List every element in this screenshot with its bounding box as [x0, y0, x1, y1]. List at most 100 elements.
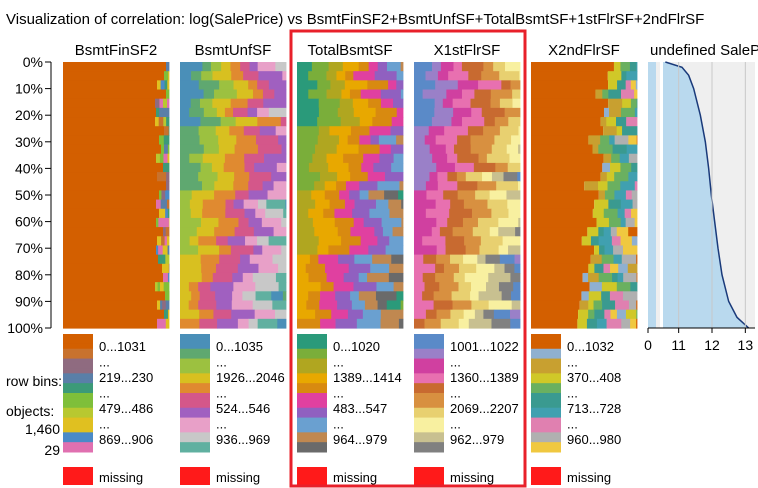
- legend-swatch: [180, 427, 210, 433]
- heatmap-cell: [603, 208, 618, 219]
- heatmap-cell: [317, 245, 329, 256]
- heatmap-cell: [414, 107, 435, 118]
- heatmap-cell: [368, 98, 382, 109]
- heatmap-cell: [531, 135, 589, 146]
- legend-label: ...: [333, 386, 344, 401]
- legend-swatch: [531, 363, 561, 369]
- heatmap-cell: [308, 291, 321, 302]
- heatmap-cell: [315, 144, 338, 155]
- legend-swatch: [297, 368, 327, 374]
- heatmap-cell: [161, 172, 167, 182]
- heatmap-cell: [325, 263, 350, 274]
- heatmap-cell: [471, 282, 487, 292]
- legend-label: ...: [99, 355, 110, 370]
- heatmap-cell: [627, 263, 638, 274]
- heatmap-cell: [518, 126, 521, 136]
- heatmap-cell: [156, 199, 162, 210]
- heatmap-cell: [244, 162, 255, 173]
- heatmap-cell: [164, 309, 169, 320]
- heatmap-cell: [63, 263, 162, 274]
- heatmap-cell: [471, 300, 490, 311]
- saleprice-header: undefined SalePrice: [650, 42, 758, 59]
- heatmap-cell: [318, 126, 330, 136]
- heatmap-cell: [450, 199, 465, 210]
- heatmap-cell: [488, 272, 511, 283]
- heatmap-cell: [297, 135, 319, 146]
- heatmap-cell: [338, 254, 355, 265]
- legend-swatch: [414, 388, 444, 394]
- heatmap-cell: [588, 272, 600, 283]
- heatmap-cell: [611, 153, 621, 164]
- heatmap-cell: [336, 181, 347, 192]
- heatmap-cell: [364, 300, 378, 311]
- heatmap-cell: [247, 98, 264, 109]
- heatmap-cell: [164, 217, 167, 228]
- row-tick-label: 60%: [15, 214, 43, 230]
- heatmap-cell: [508, 208, 521, 219]
- heatmap-cell: [493, 309, 511, 320]
- heatmap-cell: [425, 309, 437, 320]
- heatmap-cell: [600, 172, 608, 182]
- heatmap-cell: [200, 217, 219, 228]
- heatmap-cell: [326, 71, 337, 81]
- heatmap-cell: [63, 318, 157, 329]
- legend-label: 713...728: [567, 401, 621, 416]
- heatmap-cell: [249, 62, 259, 72]
- heatmap-cell: [252, 89, 264, 100]
- heatmap-cell: [281, 144, 287, 155]
- heatmap-cell: [636, 98, 638, 109]
- heatmap-cell: [636, 62, 638, 72]
- heatmap-cell: [249, 172, 272, 182]
- legend-swatch: [414, 417, 444, 423]
- heatmap-cell: [375, 107, 398, 118]
- heatmap-cell: [601, 282, 618, 292]
- legend-swatch: [63, 358, 93, 364]
- heatmap-cell: [230, 62, 241, 72]
- heatmap-cell: [414, 98, 436, 109]
- heatmap-cell: [323, 208, 335, 219]
- heatmap-cell: [398, 318, 404, 329]
- row-tick-label: 100%: [7, 320, 43, 336]
- heatmap-cell: [380, 89, 402, 100]
- legend-swatch: [180, 383, 210, 389]
- heatmap-cell: [494, 263, 505, 274]
- heatmap-cell: [266, 199, 286, 210]
- legend-swatch: [180, 363, 210, 369]
- heatmap-cell: [440, 62, 454, 72]
- heatmap-cell: [461, 89, 475, 100]
- heatmap-cell: [414, 291, 423, 302]
- heatmap-cell: [628, 135, 638, 146]
- heatmap-cell: [281, 217, 287, 228]
- heatmap-cell: [352, 208, 370, 219]
- heatmap-cell: [257, 318, 278, 329]
- heatmap-cell: [359, 190, 369, 201]
- heatmap-cell: [594, 245, 600, 256]
- heatmap-cell: [493, 62, 506, 72]
- heatmap-cell: [581, 291, 590, 302]
- heatmap-cell: [240, 254, 251, 265]
- legend-swatch: [180, 447, 210, 453]
- legend-swatch: [180, 407, 210, 414]
- heatmap-cell: [157, 172, 163, 182]
- heatmap-cell: [202, 199, 226, 210]
- heatmap-cell: [377, 181, 400, 192]
- heatmap-cell: [165, 300, 170, 311]
- heatmap-cell: [271, 291, 284, 302]
- heatmap-cell: [324, 181, 337, 192]
- heatmap-cell: [158, 217, 161, 228]
- heatmap-cell: [233, 107, 249, 118]
- heatmap-cell: [297, 217, 314, 228]
- heatmap-cell: [367, 272, 390, 283]
- heatmap-cell: [265, 208, 284, 219]
- heatmap-cell: [320, 318, 336, 329]
- heatmap-cell: [507, 199, 521, 210]
- heatmap-cell: [617, 208, 626, 219]
- legend-label: 960...980: [567, 432, 621, 447]
- heatmap-cell: [63, 282, 155, 292]
- heatmap-cell: [631, 236, 638, 247]
- heatmap-cell: [511, 300, 521, 311]
- heatmap-cell: [278, 263, 287, 274]
- heatmap-cell: [435, 199, 451, 210]
- heatmap-cell: [210, 62, 222, 72]
- heatmap-cell: [214, 89, 238, 100]
